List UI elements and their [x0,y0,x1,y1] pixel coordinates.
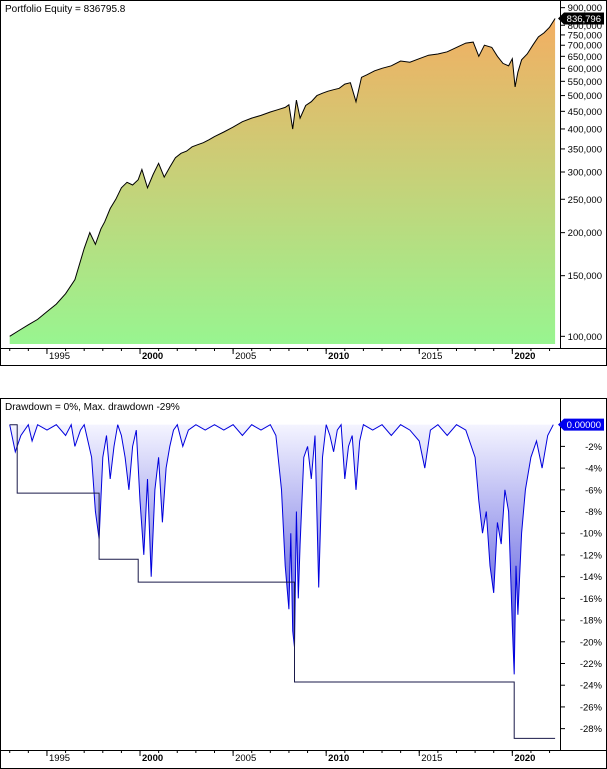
y-tick-label: 100,000 [568,332,602,343]
y-tick-label: 800,000 [568,21,602,32]
y-tick-label: 600,000 [568,64,602,75]
series-line [9,423,554,675]
x-tick-label: 2015 [421,753,442,764]
y-tick-label: 650,000 [568,52,602,63]
x-tick-label: 2010 [328,351,349,362]
series-line [9,18,556,337]
last-value-box [558,418,604,431]
chart-title: Drawdown = 0%, Max. drawdown -29% [5,402,180,413]
series-area [9,18,556,344]
y-tick-label: 550,000 [568,77,602,88]
y-tick-label: -12% [580,550,603,561]
last-value-box [558,12,604,25]
y-tick-label: -16% [580,594,603,605]
y-tick-label: -8% [585,507,602,518]
y-tick-label: 250,000 [568,195,602,206]
x-tick-label: 2000 [142,351,163,362]
y-tick-label: 900,000 [568,3,602,14]
equity-chart-panel: Portfolio Equity = 836795.8 900,000 800,00… [0,0,607,366]
drawdown-chart-panel: Drawdown = 0%, Max. drawdown -29% -2% -4% -… [0,398,607,769]
last-value-marker: 836,796 [558,12,604,25]
y-tick-label: -24% [580,681,603,692]
y-tick-label: 450,000 [568,107,602,118]
y-tick-label: 400,000 [568,124,602,135]
x-tick-label: 2020 [514,351,535,362]
y-tick-label: 750,000 [568,30,602,41]
x-tick-label: 2005 [235,351,256,362]
y-tick-label: -10% [580,529,603,540]
equity-chart: Portfolio Equity = 836795.8 900,000 800,00… [0,0,607,366]
y-tick-label: -28% [580,724,603,735]
x-tick-label: 2005 [235,753,256,764]
max-drawdown-line [9,424,556,739]
y-tick-label: 500,000 [568,91,602,102]
x-tick-label: 2010 [328,753,349,764]
chart-title: Portfolio Equity = 836795.8 [5,4,126,15]
y-tick-label: -2% [585,442,602,453]
drawdown-chart: Drawdown = 0%, Max. drawdown -29% -2% -4% -… [0,398,607,769]
last-value-label: 0.00000 [567,420,601,431]
y-tick-label: 350,000 [568,144,602,155]
y-tick-label: 200,000 [568,228,602,239]
y-tick-label: -20% [580,637,603,648]
x-tick-label: 1995 [49,351,70,362]
last-value-label: 836,796 [567,14,601,25]
y-tick-label: -14% [580,572,603,583]
last-value-marker: 0.00000 [558,418,604,431]
series-area [9,424,554,675]
y-tick-label: 700,000 [568,41,602,52]
x-tick-label: 2000 [142,753,163,764]
x-tick-label: 2020 [514,753,535,764]
x-tick-label: 1995 [49,753,70,764]
y-tick-label: -4% [585,464,602,475]
y-tick-label: -18% [580,616,603,627]
y-tick-label: -22% [580,659,603,670]
y-tick-label: -6% [585,485,602,496]
y-tick-label: 150,000 [568,271,602,282]
y-tick-label: -26% [580,702,603,713]
x-tick-label: 2015 [421,351,442,362]
y-tick-label: 300,000 [568,167,602,178]
